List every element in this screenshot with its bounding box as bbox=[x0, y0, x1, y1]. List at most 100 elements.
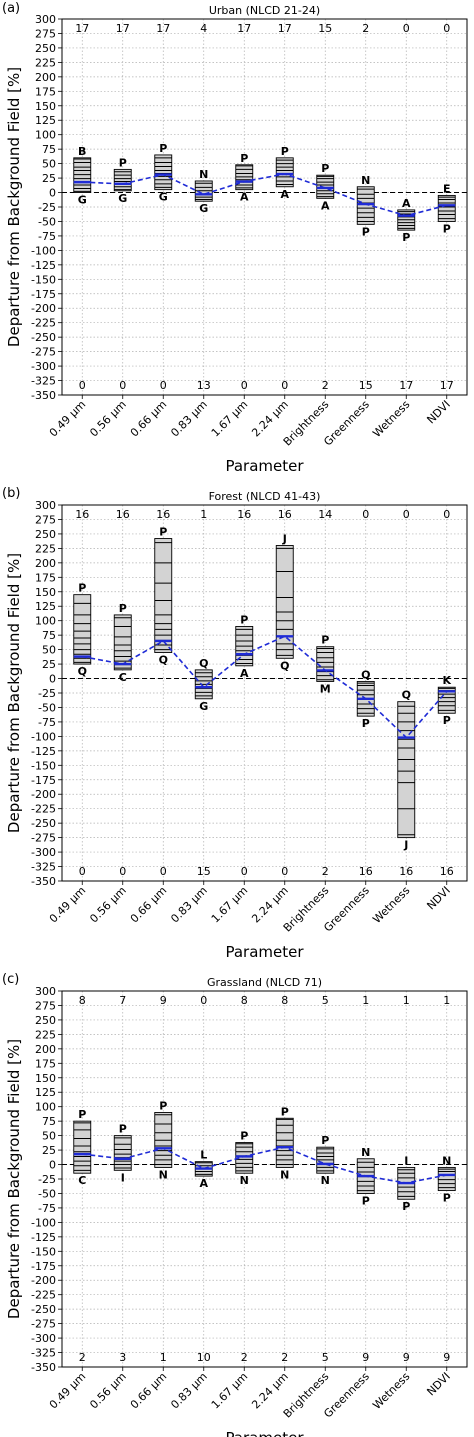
box-1: PC bbox=[73, 1108, 92, 1187]
y-tick-label: -125 bbox=[31, 1231, 56, 1244]
y-tick-label: 75 bbox=[42, 629, 56, 642]
y-tick-label: 300 bbox=[35, 985, 56, 998]
box-top-label: P bbox=[119, 602, 127, 615]
x-tick-label: 0.49 μm bbox=[47, 1370, 89, 1412]
chart-title: Forest (NLCD 41-43) bbox=[209, 490, 321, 503]
y-tick-label: 50 bbox=[42, 1130, 56, 1143]
plot-frame bbox=[61, 504, 468, 882]
box-1: BG bbox=[73, 145, 92, 207]
x-tick-label: 0.83 μm bbox=[168, 398, 210, 440]
count-below: 0 bbox=[79, 379, 86, 392]
y-tick-label: -300 bbox=[31, 846, 56, 859]
y-tick-label: -75 bbox=[38, 1202, 56, 1215]
y-tick-label: -350 bbox=[31, 1361, 56, 1374]
box-body bbox=[235, 1142, 254, 1174]
x-axis-label: Parameter bbox=[225, 457, 304, 475]
y-tick-label: -150 bbox=[31, 1245, 56, 1258]
box-top-label: N bbox=[199, 168, 208, 181]
box-bottom-label: M bbox=[320, 682, 331, 695]
chart-panel-1: (a) Urban (NLCD 21-24)3002752502252001751… bbox=[2, 1, 468, 475]
y-tick-label: -275 bbox=[31, 1318, 56, 1331]
y-tick-label: 25 bbox=[42, 658, 56, 671]
count-above: 0 bbox=[362, 508, 369, 521]
y-tick-label: 125 bbox=[35, 1086, 56, 1099]
panel-label: (c) bbox=[2, 972, 19, 987]
y-tick-label: -25 bbox=[38, 687, 56, 700]
box-10: EP bbox=[437, 182, 456, 235]
box-body bbox=[437, 1166, 456, 1192]
count-below: 0 bbox=[79, 865, 86, 878]
y-tick-label: 0 bbox=[49, 187, 56, 200]
x-axis-label: Parameter bbox=[225, 1429, 304, 1437]
y-tick-label: -225 bbox=[31, 1289, 56, 1302]
y-tick-label: 100 bbox=[35, 129, 56, 142]
count-below: 16 bbox=[399, 865, 413, 878]
y-tick-label: 100 bbox=[35, 615, 56, 628]
y-tick-label: -275 bbox=[31, 346, 56, 359]
y-tick-label: -125 bbox=[31, 259, 56, 272]
box-bottom-label: A bbox=[240, 191, 249, 204]
count-below: 0 bbox=[241, 865, 248, 878]
y-tick-label: 250 bbox=[35, 528, 56, 541]
box-bottom-label: G bbox=[78, 194, 87, 207]
count-above: 0 bbox=[403, 22, 410, 35]
y-tick-label: 275 bbox=[35, 27, 56, 40]
y-tick-label: -200 bbox=[31, 788, 56, 801]
y-tick-label: -200 bbox=[31, 1274, 56, 1287]
count-below: 15 bbox=[197, 865, 211, 878]
box-bottom-label: C bbox=[78, 1174, 86, 1187]
box-top-label: P bbox=[159, 1099, 167, 1112]
count-below: 3 bbox=[119, 1351, 126, 1364]
box-top-label: Q bbox=[199, 657, 208, 670]
y-tick-label: 300 bbox=[35, 499, 56, 512]
box-top-label: P bbox=[159, 526, 167, 539]
count-below: 0 bbox=[281, 379, 288, 392]
y-tick-label: 250 bbox=[35, 42, 56, 55]
box-2: PG bbox=[113, 156, 132, 205]
y-tick-label: 225 bbox=[35, 56, 56, 69]
count-below: 0 bbox=[119, 379, 126, 392]
y-tick-label: -150 bbox=[31, 759, 56, 772]
box-bottom-label: P bbox=[443, 1192, 451, 1205]
box-body bbox=[73, 1120, 92, 1174]
plot-frame bbox=[61, 990, 468, 1368]
box-bottom-label: A bbox=[199, 1177, 208, 1190]
count-below: 9 bbox=[403, 1351, 410, 1364]
count-above: 0 bbox=[443, 22, 450, 35]
box-bottom-label: G bbox=[118, 192, 127, 205]
box-bottom-label: N bbox=[280, 1168, 289, 1181]
y-tick-label: -50 bbox=[38, 215, 56, 228]
box-bottom-label: P bbox=[443, 714, 451, 727]
box-5: PA bbox=[235, 152, 254, 204]
box-body bbox=[316, 646, 335, 682]
box-8: NP bbox=[356, 174, 375, 238]
count-below: 5 bbox=[322, 1351, 329, 1364]
box-6: PN bbox=[275, 1105, 294, 1181]
box-bottom-label: N bbox=[321, 1174, 330, 1187]
box-top-label: P bbox=[159, 142, 167, 155]
box-5: PN bbox=[235, 1130, 254, 1187]
box-bottom-label: Q bbox=[78, 665, 87, 678]
y-tick-label: -150 bbox=[31, 273, 56, 286]
y-tick-label: 0 bbox=[49, 1159, 56, 1172]
box-top-label: P bbox=[240, 1130, 248, 1143]
box-top-label: A bbox=[402, 197, 411, 210]
x-tick-label: 0.56 μm bbox=[87, 884, 129, 926]
box-bottom-label: P bbox=[362, 225, 370, 238]
count-above: 8 bbox=[281, 994, 288, 1007]
chart-title: Urban (NLCD 21-24) bbox=[209, 4, 320, 17]
y-tick-label: -250 bbox=[31, 817, 56, 830]
box-bottom-label: A bbox=[240, 667, 249, 680]
count-above: 15 bbox=[318, 22, 332, 35]
y-axis-label: Departure from Background Field [%] bbox=[5, 67, 23, 347]
x-tick-label: Wetness bbox=[370, 884, 412, 926]
chart-panel-3: (c) Grassland (NLCD 71)300275250225200175… bbox=[2, 972, 468, 1437]
count-above: 4 bbox=[200, 22, 207, 35]
box-top-label: P bbox=[321, 1134, 329, 1147]
count-below: 0 bbox=[119, 865, 126, 878]
y-tick-label: 175 bbox=[35, 1057, 56, 1070]
count-above: 16 bbox=[237, 508, 251, 521]
count-above: 17 bbox=[237, 22, 251, 35]
box-bottom-label: Q bbox=[159, 654, 168, 667]
box-1: PQ bbox=[73, 582, 92, 678]
